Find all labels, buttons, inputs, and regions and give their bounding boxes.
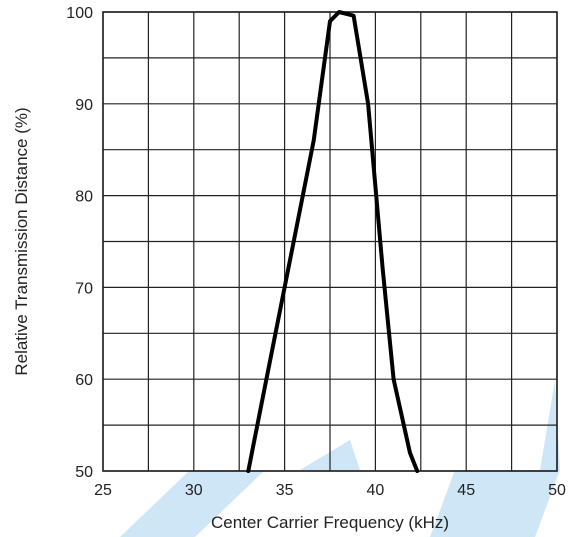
y-tick-label: 100 bbox=[66, 5, 93, 22]
plot-frame bbox=[102, 11, 558, 472]
x-axis-title: Center Carrier Frequency (kHz) bbox=[211, 513, 449, 532]
series-line bbox=[246, 10, 420, 473]
x-tick-label: 35 bbox=[276, 482, 294, 499]
x-tick-labels: 25 30 35 40 45 50 bbox=[94, 482, 566, 499]
y-tick-label: 70 bbox=[75, 280, 93, 297]
x-tick-label: 40 bbox=[367, 482, 385, 499]
y-axis-title: Relative Transmission Distance (%) bbox=[12, 107, 31, 375]
x-tick-label: 45 bbox=[457, 482, 475, 499]
y-tick-label: 90 bbox=[75, 97, 93, 114]
x-tick-label: 50 bbox=[548, 482, 566, 499]
y-tick-label: 50 bbox=[75, 464, 93, 481]
x-tick-label: 25 bbox=[94, 482, 112, 499]
y-tick-labels: 50 60 70 80 90 100 bbox=[66, 5, 93, 481]
y-tick-label: 60 bbox=[75, 372, 93, 389]
x-tick-label: 30 bbox=[185, 482, 203, 499]
grid bbox=[102, 11, 558, 472]
y-tick-label: 80 bbox=[75, 189, 93, 206]
